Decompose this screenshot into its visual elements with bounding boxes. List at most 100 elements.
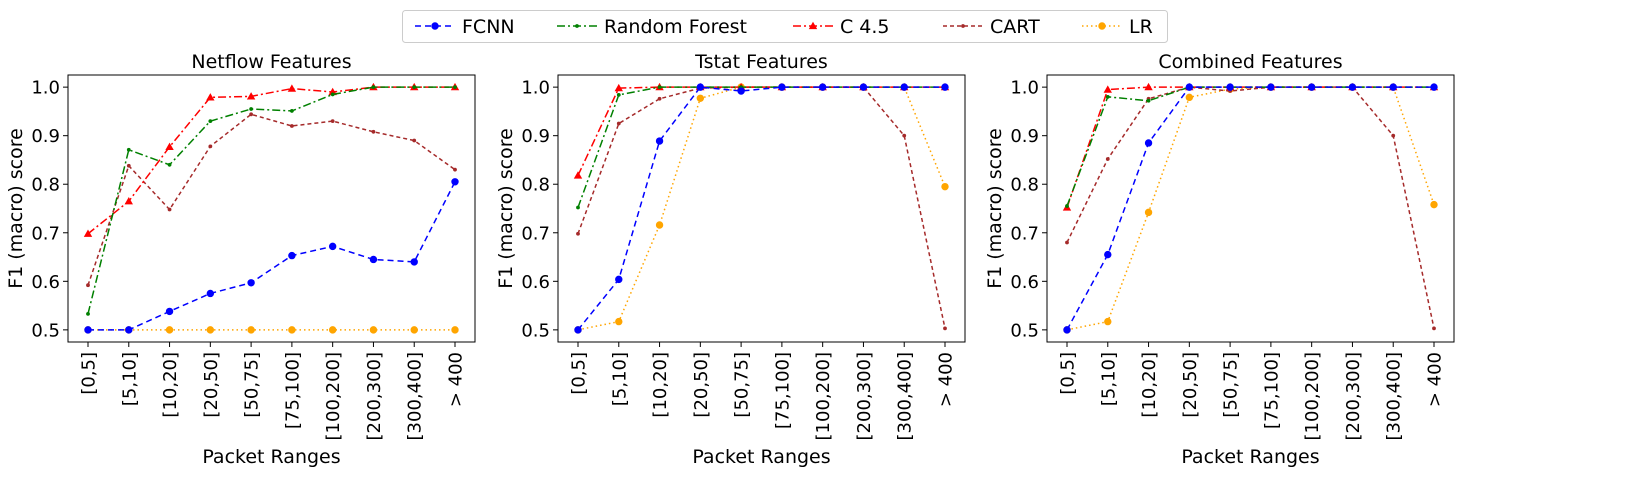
data-point-fcnn	[778, 83, 786, 91]
series-fcnn	[574, 83, 949, 334]
y-tick-label: 0.5	[1010, 320, 1039, 341]
data-point-lr	[369, 326, 378, 334]
data-point-cart	[167, 207, 172, 212]
data-point-lr	[655, 221, 664, 229]
x-tick-label: > 400	[936, 352, 957, 407]
series-fcnn	[1063, 83, 1438, 334]
y-tick-label: 0.8	[31, 175, 60, 196]
data-point-cart	[1432, 326, 1436, 331]
series-cart	[1065, 85, 1436, 331]
chart-panels: Netflow Features 0.5 0.6 0.7 0.8 0.9 1.0 [0,5] […	[5, 51, 1455, 468]
data-point-fcnn	[1348, 83, 1357, 91]
data-point-fcnn	[1389, 83, 1397, 91]
data-point-random-forest	[453, 85, 457, 90]
y-axis-label: F1 (macro) score	[984, 128, 1006, 289]
legend-label-lr: LR	[1129, 16, 1153, 38]
x-tick-label: [0,5]	[569, 352, 590, 395]
data-point-cart	[616, 121, 621, 126]
data-point-fcnn	[615, 275, 623, 284]
series-line-cart	[1066, 86, 1435, 329]
data-point-fcnn	[451, 178, 459, 186]
x-tick-label: [20,50]	[201, 352, 222, 418]
data-point-c-4-5	[165, 142, 174, 150]
data-point-lr	[247, 326, 255, 334]
chart-panel-netflow-features: Netflow Features 0.5 0.6 0.7 0.8 0.9 1.0 [0,5] […	[5, 51, 476, 468]
x-tick-label: [20,50]	[1180, 352, 1201, 418]
legend-label-c-4-5: C 4.5	[840, 16, 890, 38]
data-point-fcnn	[859, 83, 868, 91]
data-point-c-4-5	[573, 171, 583, 179]
data-point-cart	[412, 138, 417, 143]
data-point-lr	[206, 326, 215, 334]
data-point-cart	[289, 124, 294, 128]
data-point-random-forest	[412, 85, 417, 90]
data-point-fcnn	[1430, 83, 1438, 91]
x-tick-label: [300,400]	[405, 352, 426, 440]
series-lr	[84, 326, 459, 334]
data-point-lr	[165, 326, 174, 334]
y-tick-label: 1.0	[521, 78, 550, 99]
data-point-cart	[249, 112, 254, 117]
x-tick-label: [75,100]	[1261, 352, 1282, 429]
x-axis-label: Packet Ranges	[1181, 446, 1319, 468]
data-point-c-4-5	[614, 83, 623, 92]
legend: FCNN Random Forest C 4.5 CART LR	[402, 10, 1168, 43]
data-point-fcnn	[1104, 250, 1112, 259]
data-point-random-forest	[86, 311, 90, 316]
data-point-c-4-5	[83, 229, 93, 237]
x-tick-label: [100,200]	[813, 352, 834, 440]
x-tick-label: [5,10]	[609, 352, 630, 406]
data-point-fcnn	[1144, 139, 1153, 147]
data-point-fcnn	[696, 83, 705, 91]
plot-frame	[557, 74, 966, 343]
x-tick-label: [50,75]	[1221, 352, 1242, 418]
data-point-cart	[330, 119, 335, 124]
series-line-random-forest	[1066, 86, 1434, 207]
data-point-random-forest	[616, 93, 621, 97]
data-point-random-forest	[330, 92, 335, 97]
x-axis-label: Packet Ranges	[202, 446, 340, 468]
data-point-random-forest	[1065, 204, 1069, 208]
data-point-fcnn	[818, 83, 827, 91]
y-tick-label: 0.9	[1010, 126, 1039, 147]
y-axis-label: F1 (macro) score	[5, 128, 27, 289]
y-tick-label: 0.7	[1010, 223, 1039, 244]
x-tick-label: [0,5]	[79, 352, 100, 395]
chart-title: Netflow Features	[191, 51, 351, 73]
data-point-lr	[410, 326, 418, 334]
series-cart	[576, 85, 947, 331]
data-point-c-4-5	[1144, 82, 1153, 91]
data-point-fcnn	[900, 83, 908, 91]
data-point-fcnn	[410, 258, 418, 266]
x-tick-label: [300,400]	[895, 352, 916, 440]
chart-title: Combined Features	[1158, 51, 1342, 73]
x-tick-label: [10,20]	[160, 352, 181, 418]
series-line-random-forest	[87, 86, 455, 315]
legend-marker-cart	[961, 24, 965, 28]
y-tick-label: 0.5	[521, 320, 550, 341]
series-c-4-5	[573, 82, 950, 179]
data-point-fcnn	[941, 83, 949, 91]
x-tick-label: [10,20]	[1139, 352, 1160, 418]
legend-label-fcnn: FCNN	[462, 16, 515, 38]
data-point-fcnn	[165, 307, 174, 316]
x-axis-label: Packet Ranges	[692, 446, 830, 468]
data-point-fcnn	[84, 326, 92, 334]
series-line-fcnn	[577, 86, 945, 331]
series-line-cart	[577, 86, 946, 329]
series-line-c-4-5	[1066, 86, 1434, 208]
y-tick-label: 0.8	[521, 175, 550, 196]
x-tick-label: [5,10]	[1098, 352, 1119, 406]
y-tick-label: 1.0	[31, 78, 60, 99]
data-point-random-forest	[126, 147, 131, 152]
data-point-lr	[451, 326, 459, 334]
legend-marker-lr	[1098, 22, 1106, 30]
x-tick-label: [200,300]	[364, 352, 385, 440]
data-point-lr	[1104, 317, 1112, 326]
series-line-c-4-5	[577, 86, 945, 176]
series-cart	[86, 112, 457, 288]
x-tick-label: [100,200]	[1302, 352, 1323, 440]
x-tick-label: [50,75]	[242, 352, 263, 418]
data-point-lr	[328, 326, 337, 334]
